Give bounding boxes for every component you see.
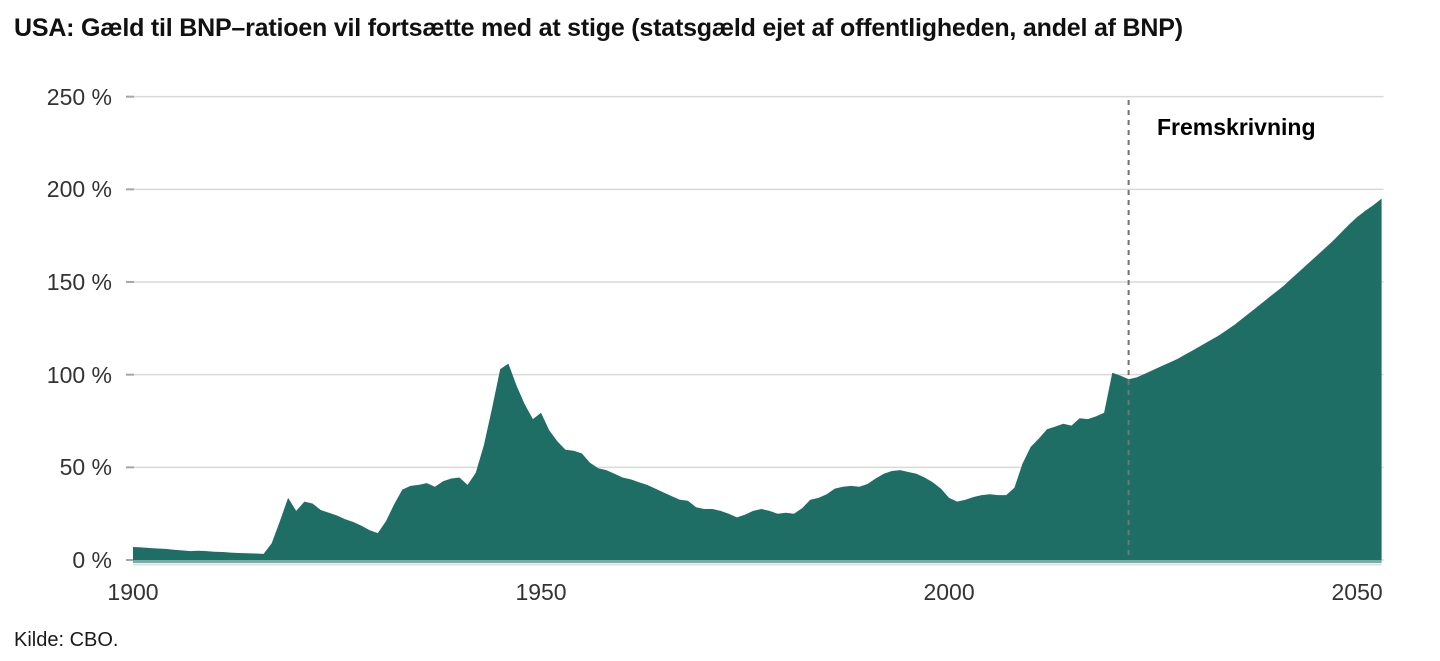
y-axis-label-200: 200 % <box>46 176 112 203</box>
x-axis-label-1900: 1900 <box>107 579 159 605</box>
chart-title: USA: Gæld til BNP–ratioen vil fortsætte … <box>14 14 1183 42</box>
x-axis-label-1950: 1950 <box>515 579 567 605</box>
y-axis-label-150: 150 % <box>46 269 112 295</box>
y-axis-label-100: 100 % <box>46 361 112 388</box>
projection-annotation-label: Fremskrivning <box>1157 114 1316 140</box>
x-axis-label-2050: 2050 <box>1331 579 1383 605</box>
y-axis-label-50: 50 % <box>59 454 112 481</box>
y-axis-label-250: 250 % <box>46 83 112 110</box>
source-note: Kilde: CBO. <box>14 629 119 651</box>
y-axis-label-0: 0 % <box>72 547 112 573</box>
x-axis-label-2000: 2000 <box>923 579 975 605</box>
debt-to-gdp-area-series <box>133 198 1382 560</box>
